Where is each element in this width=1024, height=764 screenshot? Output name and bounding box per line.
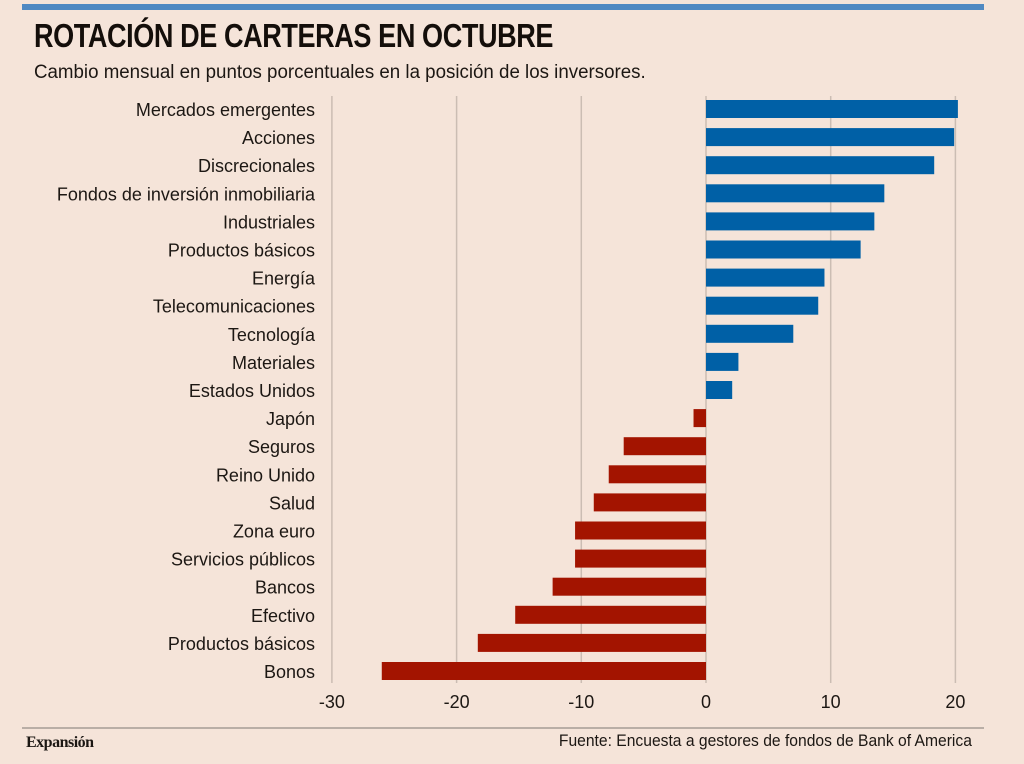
category-label: Tecnología [228, 325, 316, 345]
bar-negative [575, 549, 706, 568]
bar-positive [706, 128, 955, 147]
bar-negative [593, 493, 706, 512]
bar-negative [381, 662, 706, 680]
category-label: Fondos de inversión inmobiliaria [57, 184, 316, 204]
category-label: Acciones [242, 128, 315, 148]
bar-positive [706, 212, 875, 231]
bar-positive [706, 156, 935, 175]
category-label: Productos básicos [168, 241, 315, 261]
bar-negative [623, 437, 706, 456]
x-tick-label: -30 [319, 692, 345, 712]
bar-negative [693, 409, 706, 428]
x-tick-label: 20 [945, 692, 965, 712]
footer-divider [22, 727, 984, 729]
bar-positive [706, 324, 794, 343]
x-tick-label: -10 [568, 692, 594, 712]
x-tick-label: 10 [821, 692, 841, 712]
category-label: Discrecionales [198, 156, 315, 176]
bar-positive [706, 268, 825, 287]
category-label: Mercados emergentes [136, 100, 315, 120]
category-labels: Mercados emergentes Acciones Discrecionale… [57, 100, 316, 682]
category-label: Bonos [264, 662, 315, 682]
category-label: Bancos [255, 578, 315, 598]
category-label: Seguros [248, 437, 315, 457]
category-label: Productos básicos [168, 634, 315, 654]
category-label: Salud [269, 493, 315, 513]
bar-negative [515, 605, 706, 624]
bar-positive [706, 100, 958, 118]
category-label: Zona euro [233, 522, 315, 542]
bar-negative [552, 577, 706, 596]
bar-negative [608, 465, 706, 484]
category-label: Efectivo [251, 606, 315, 626]
category-label: Estados Unidos [189, 381, 315, 401]
chart-title: ROTACIÓN DE CARTERAS EN OCTUBRE [34, 17, 553, 54]
bar-positive [706, 184, 885, 203]
bar-negative [575, 521, 706, 540]
category-label: Industriales [223, 212, 315, 232]
bar-positive [706, 240, 861, 259]
category-label: Materiales [232, 353, 315, 373]
x-tick-label: -20 [444, 692, 470, 712]
bars [381, 100, 958, 680]
top-accent-bar [22, 4, 984, 10]
bar-positive [706, 381, 733, 399]
x-axis-ticks: -30 -20 -10 0 10 20 [319, 692, 966, 712]
category-label: Reino Unido [216, 465, 315, 485]
bar-negative [477, 633, 706, 652]
source-note: Fuente: Encuesta a gestores de fondos de… [559, 731, 972, 750]
bar-positive [706, 352, 739, 371]
category-label: Energía [252, 269, 316, 289]
x-tick-label: 0 [701, 692, 711, 712]
category-label: Telecomunicaciones [153, 297, 315, 317]
bar-positive [706, 296, 819, 315]
category-label: Servicios públicos [171, 550, 315, 570]
category-label: Japón [266, 409, 315, 429]
brand-logo: Expansión [26, 734, 94, 751]
chart-subtitle: Cambio mensual en puntos porcentuales en… [34, 62, 646, 83]
